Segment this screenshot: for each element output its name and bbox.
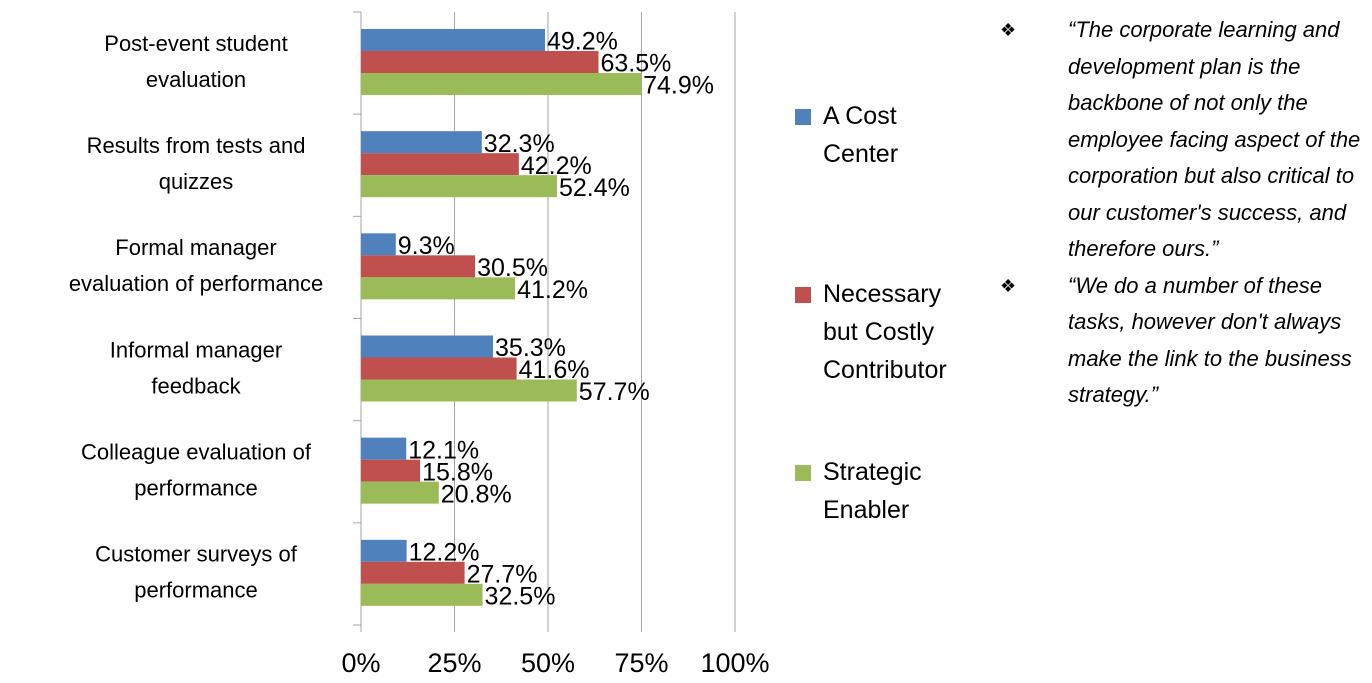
value-label: 57.7% xyxy=(579,378,650,406)
value-label: 27.7% xyxy=(467,560,538,588)
bar xyxy=(361,153,519,176)
value-label: 63.5% xyxy=(600,50,671,78)
x-tick-label: 75% xyxy=(614,648,668,678)
legend-swatch xyxy=(795,109,811,125)
value-label: 41.2% xyxy=(517,276,588,304)
quote-item: ❖ “We do a number of these tasks, however… xyxy=(1000,268,1364,414)
bar xyxy=(361,583,483,606)
y-tick-label: feedback xyxy=(151,373,241,398)
value-label: 12.1% xyxy=(408,436,479,464)
value-label: 74.9% xyxy=(643,72,714,100)
y-tick-label: Post-event student xyxy=(104,31,287,56)
y-tick-label: quizzes xyxy=(159,169,234,194)
quote-item: ❖ “The corporate learning and development… xyxy=(1000,12,1364,268)
bar xyxy=(361,277,516,300)
value-label: 42.2% xyxy=(521,152,592,180)
value-label: 52.4% xyxy=(559,174,630,202)
y-tick-label: Colleague evaluation of xyxy=(81,440,312,465)
bar xyxy=(361,357,517,380)
bar xyxy=(361,335,494,358)
quotes: ❖ “The corporate learning and development… xyxy=(1000,12,1372,414)
bar xyxy=(361,561,465,584)
bar xyxy=(361,379,577,402)
value-label: 30.5% xyxy=(477,254,548,282)
x-tick-label: 50% xyxy=(521,648,575,678)
bar xyxy=(361,131,482,154)
bar xyxy=(361,255,476,278)
bar xyxy=(361,175,557,198)
value-label: 9.3% xyxy=(398,232,455,260)
bar xyxy=(361,459,421,482)
legend-swatch xyxy=(795,465,811,481)
bar xyxy=(361,539,407,562)
bar xyxy=(361,481,439,504)
y-tick-label: evaluation of performance xyxy=(69,271,323,296)
value-label: 49.2% xyxy=(547,28,618,56)
x-tick-label: 25% xyxy=(427,648,481,678)
x-tick-label: 0% xyxy=(341,648,380,678)
legend-label: Necessary but Costly Contributor xyxy=(823,280,947,384)
bullet: ❖ xyxy=(1000,20,1017,40)
value-label: 41.6% xyxy=(519,356,590,384)
value-label: 12.2% xyxy=(409,538,480,566)
x-tick-label: 100% xyxy=(700,648,769,678)
bar xyxy=(361,233,396,256)
legend-swatch xyxy=(795,287,811,303)
bar xyxy=(361,437,407,460)
legend-label: Strategic Enabler xyxy=(823,458,922,524)
bullet: ❖ xyxy=(1000,275,1017,296)
bar xyxy=(361,73,642,95)
bar xyxy=(361,51,599,73)
y-tick-label: performance xyxy=(134,578,258,603)
y-tick-label: Formal manager xyxy=(115,235,276,260)
legend-label: A Cost Center xyxy=(823,102,899,168)
y-tick-label: Informal manager xyxy=(110,337,282,362)
y-tick-label: Customer surveys of xyxy=(95,542,298,567)
quote-text: “We do a number of these tasks, however … xyxy=(1068,272,1352,408)
value-label: 32.5% xyxy=(485,582,556,610)
value-label: 32.3% xyxy=(484,130,555,158)
value-label: 35.3% xyxy=(495,334,566,362)
value-label: 15.8% xyxy=(422,458,493,486)
value-label: 20.8% xyxy=(441,480,512,508)
y-tick-label: performance xyxy=(134,476,258,501)
quote-text: “The corporate learning and development … xyxy=(1068,17,1361,261)
bar xyxy=(361,29,546,51)
y-tick-label: evaluation xyxy=(146,67,246,92)
y-tick-label: Results from tests and xyxy=(87,133,306,158)
